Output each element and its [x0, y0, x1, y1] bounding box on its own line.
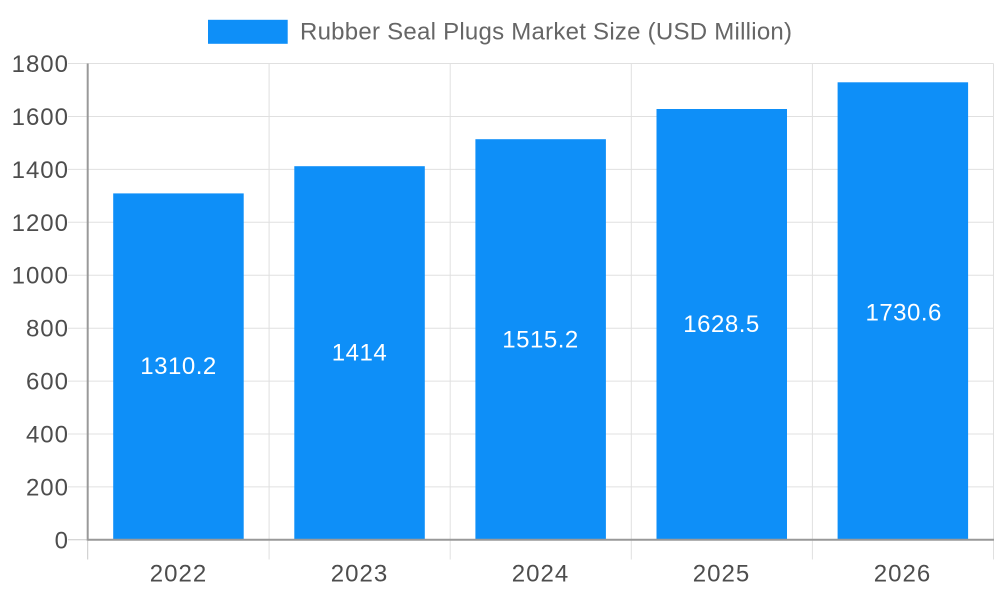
svg-text:1628.5: 1628.5: [683, 311, 759, 338]
svg-text:600: 600: [26, 369, 69, 396]
svg-text:0: 0: [55, 527, 69, 554]
svg-text:2023: 2023: [331, 560, 388, 587]
svg-text:400: 400: [26, 422, 69, 449]
svg-text:2026: 2026: [874, 560, 931, 587]
svg-text:2022: 2022: [150, 560, 207, 587]
svg-text:2024: 2024: [512, 560, 569, 587]
svg-text:800: 800: [26, 316, 69, 343]
svg-text:Rubber Seal Plugs Market Size: Rubber Seal Plugs Market Size (USD Milli…: [300, 19, 792, 46]
svg-text:1800: 1800: [12, 51, 69, 78]
svg-text:1600: 1600: [12, 104, 69, 131]
svg-text:1515.2: 1515.2: [502, 327, 578, 354]
svg-text:2025: 2025: [693, 560, 750, 587]
svg-text:1414: 1414: [332, 339, 387, 366]
svg-text:1730.6: 1730.6: [865, 300, 941, 327]
svg-text:1310.2: 1310.2: [140, 353, 216, 380]
svg-text:200: 200: [26, 474, 69, 501]
svg-text:1000: 1000: [12, 263, 69, 290]
svg-text:1400: 1400: [12, 157, 69, 184]
svg-text:1200: 1200: [12, 210, 69, 237]
